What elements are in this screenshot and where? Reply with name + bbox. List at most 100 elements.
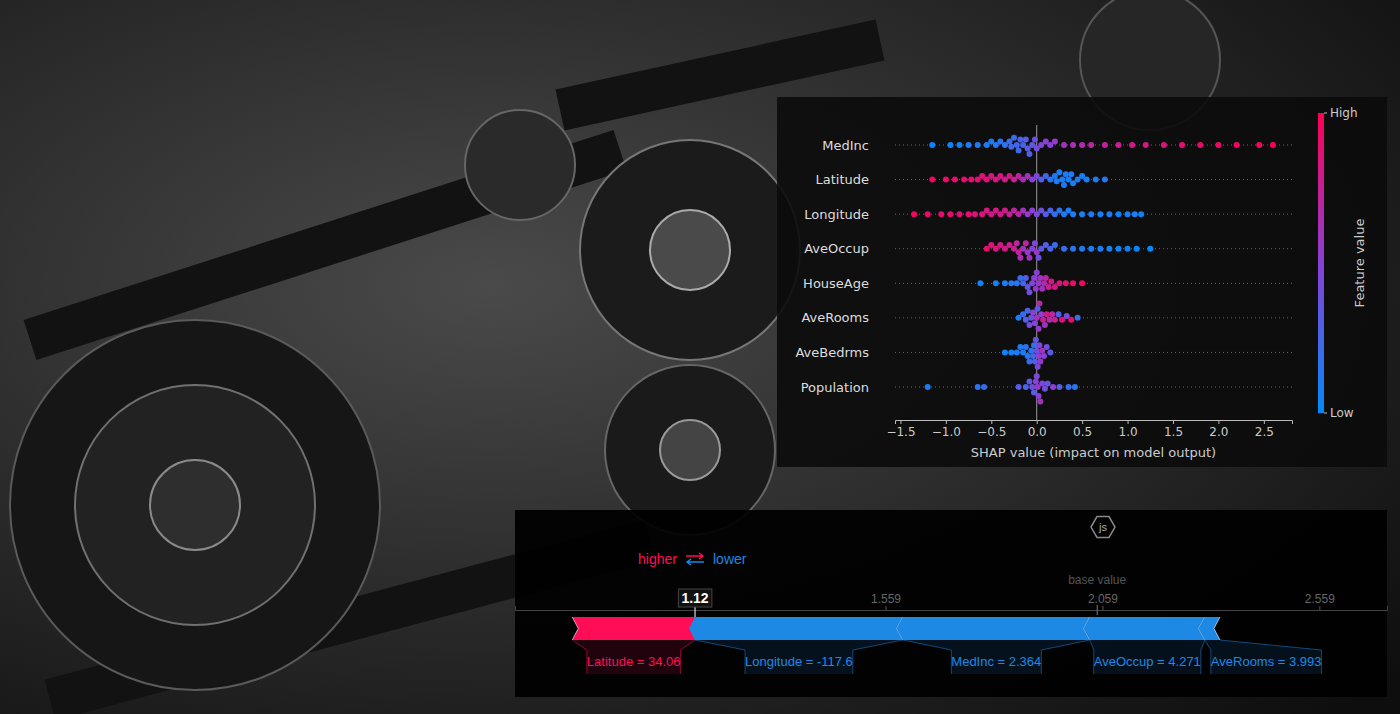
direction-label: higher [638, 551, 677, 567]
shap-point [1026, 322, 1032, 328]
shap-point [943, 177, 949, 183]
force-plot: jshigherlower1.5592.0592.559base value1.… [515, 510, 1388, 697]
x-tick: 2.559 [1305, 592, 1335, 610]
direction-arrow [686, 553, 703, 559]
shap-point [1034, 348, 1040, 354]
row-guide [895, 387, 1292, 388]
shap-point [1034, 269, 1040, 275]
shap-point [947, 142, 953, 148]
shap-point [1052, 138, 1058, 144]
shap-point [1016, 147, 1022, 153]
shap-point [1075, 315, 1081, 321]
shap-point [1129, 142, 1135, 148]
shap-point [1023, 137, 1029, 143]
shap-point [1070, 211, 1076, 217]
shap-point [1215, 142, 1221, 148]
x-tick-mark [885, 606, 886, 610]
shap-point [1179, 142, 1185, 148]
shap-point [1097, 246, 1103, 252]
shap-point [1037, 358, 1043, 364]
shap-point [977, 280, 983, 286]
x-axis-title: SHAP value (impact on model output) [971, 445, 1216, 460]
badge-label: js [1098, 521, 1107, 533]
x-tick-label: 2.059 [1088, 592, 1118, 606]
shap-point [1002, 349, 1008, 355]
x-tick-mark [1264, 420, 1265, 424]
shap-point [1079, 280, 1085, 286]
shap-point [1025, 353, 1031, 359]
shap-point [1033, 337, 1039, 343]
shap-point [1036, 300, 1042, 306]
pulley [75, 385, 315, 625]
shap-point [1026, 255, 1032, 261]
shap-point [968, 177, 974, 183]
root: MedIncLatitudeLongitudeAveOccupHouseAgeA… [0, 0, 1400, 714]
shap-point [1106, 246, 1112, 252]
shap-point [1079, 246, 1085, 252]
x-tick-label: 2.0 [1209, 425, 1228, 439]
pulley [650, 210, 730, 290]
shap-point [1088, 211, 1094, 217]
shap-point [1039, 380, 1045, 386]
shap-point [981, 384, 987, 390]
feature-label: Longitude = -117.6 [745, 654, 853, 669]
shap-point [1036, 326, 1042, 332]
shap-point [1014, 349, 1020, 355]
x-tick-mark [1037, 420, 1038, 424]
x-tick: 0.0 [1028, 420, 1047, 439]
shap-point [1032, 358, 1038, 364]
shap-point [1125, 211, 1131, 217]
shap-point [1045, 380, 1051, 386]
label-connector-edge [572, 640, 587, 674]
shap-point [1256, 142, 1262, 148]
shap-point [1115, 211, 1121, 217]
shap-point [952, 177, 958, 183]
shap-point [1049, 311, 1055, 317]
shap-point [1143, 142, 1149, 148]
shap-point [911, 211, 917, 217]
x-tick-label: 1.559 [871, 592, 901, 606]
shap-point [1052, 242, 1058, 248]
feature-label: Population [801, 380, 869, 395]
output-mark [695, 606, 696, 617]
shap-point [1056, 384, 1062, 390]
shap-point [1017, 344, 1023, 350]
label-connector [572, 640, 695, 674]
summary-plot: MedIncLatitudeLongitudeAveOccupHouseAgeA… [777, 97, 1387, 467]
shap-point [1270, 142, 1276, 148]
shap-point [1002, 280, 1008, 286]
colorbar-tick [1324, 113, 1327, 114]
shap-point [1043, 275, 1049, 281]
shap-point [1054, 178, 1060, 184]
direction-label: lower [713, 551, 747, 567]
shap-point [1068, 317, 1074, 323]
x-tick: 2.0 [1209, 420, 1228, 439]
base-value-label: base value [1068, 573, 1126, 587]
x-tick-label: 0.5 [1073, 425, 1092, 439]
shap-point [1088, 142, 1094, 148]
shap-point [1041, 353, 1047, 359]
segment-separator [1214, 617, 1220, 640]
shap-point [1023, 384, 1029, 390]
shap-point [1197, 142, 1203, 148]
shap-point [929, 142, 935, 148]
label-connector [1205, 640, 1322, 674]
feature-label: MedInc = 2.364 [951, 654, 1041, 669]
shap-point [961, 177, 967, 183]
label-connector-edge [680, 640, 695, 674]
shap-point [1025, 308, 1031, 314]
shap-point [1134, 246, 1140, 252]
x-axis: −1.5−1.0−0.50.00.51.01.52.02.5 [886, 420, 1292, 439]
shap-point [1008, 280, 1014, 286]
x-tick-label: 0.0 [1028, 425, 1047, 439]
shap-point [1014, 142, 1020, 148]
force-segment [572, 617, 701, 640]
shap-point [1115, 142, 1121, 148]
force-segment [1084, 617, 1205, 640]
colorbar-title: Feature value [1352, 219, 1367, 308]
x-tick: 1.559 [871, 592, 901, 610]
x-tick-mark [946, 420, 947, 424]
shap-point [1026, 379, 1032, 385]
shap-point [1040, 317, 1046, 323]
segments [572, 617, 1220, 640]
